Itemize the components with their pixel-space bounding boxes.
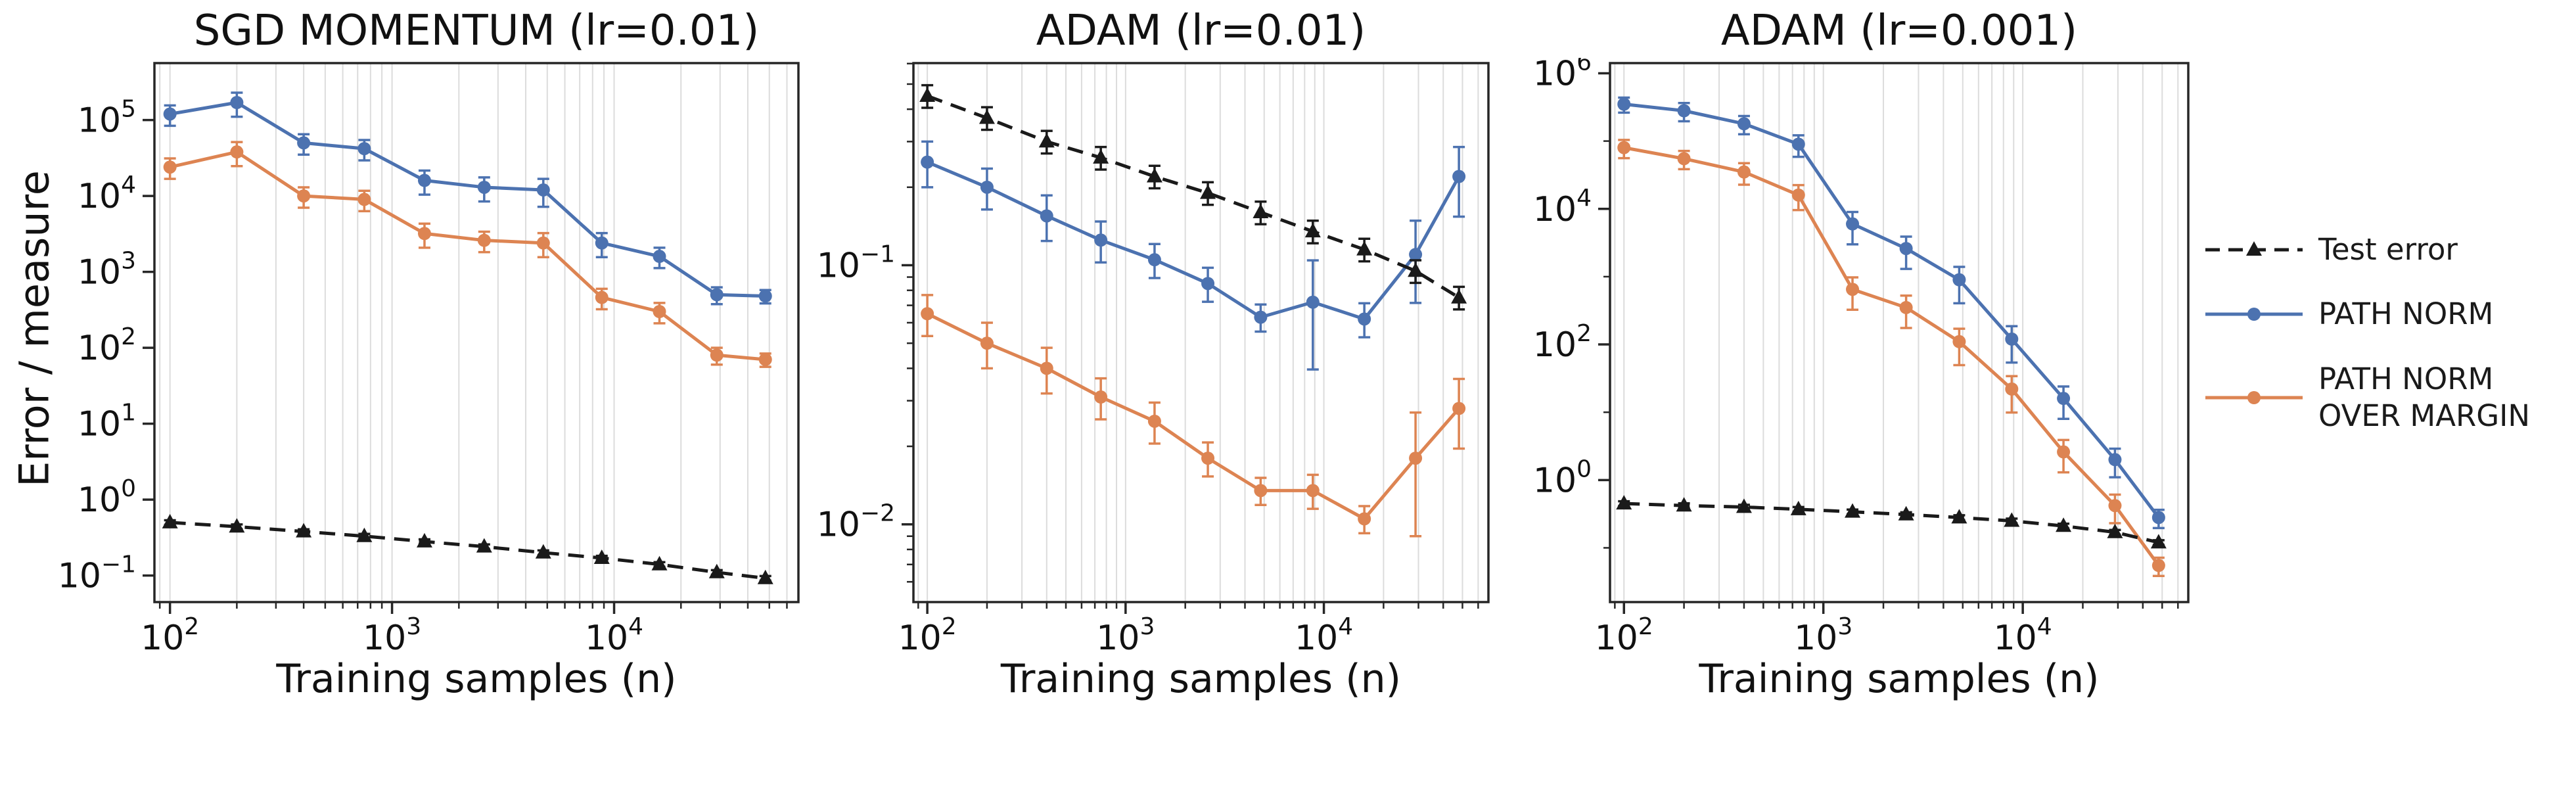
- x-axis-label: Training samples (n): [1699, 656, 2100, 702]
- svg-text:103: 103: [363, 613, 421, 656]
- path-norm-line-sample-icon: [2205, 308, 2303, 321]
- panel-sgd-momentum: SGD MOMENTUM (lr=0.01) 102 103 104 10−1 100 1…: [33, 4, 808, 702]
- svg-text:106: 106: [1533, 58, 1592, 93]
- svg-text:102: 102: [1595, 613, 1653, 656]
- chart-title-adam-lr-0-001: ADAM (lr=0.001): [1720, 7, 2078, 55]
- x-axis-label: Training samples (n): [276, 656, 677, 702]
- legend-item-test-error: Test error: [2201, 231, 2530, 268]
- svg-text:100: 100: [1533, 455, 1592, 500]
- chart-adam-lr-0-001: 102 103 104 100 102 104 106: [1533, 58, 2190, 656]
- svg-text:100: 100: [78, 475, 136, 520]
- svg-text:103: 103: [1096, 613, 1155, 656]
- panel-adam-lr-0-01: ADAM (lr=0.01) 102 103 104 10−1 10−2 Trainin…: [782, 4, 1498, 702]
- svg-text:102: 102: [78, 323, 136, 368]
- svg-text:104: 104: [78, 172, 136, 216]
- chart-title-adam-lr-0-01: ADAM (lr=0.01): [1036, 7, 1366, 55]
- legend-label-path-norm-over-margin: PATH NORM OVER MARGIN: [2318, 361, 2531, 433]
- legend: Test error PATH NORM PATH NORM OVER MARG…: [2201, 231, 2530, 434]
- panel-adam-lr-0-001: ADAM (lr=0.001) 102 103 104 100 102 104 106 Tr…: [1498, 4, 2198, 702]
- svg-text:104: 104: [1994, 613, 2052, 656]
- chart-title-sgd-momentum: SGD MOMENTUM (lr=0.01): [193, 7, 760, 55]
- test-error-line-sample-icon: [2205, 241, 2303, 256]
- svg-text:103: 103: [78, 248, 136, 292]
- chart-sgd-momentum: 102 103 104 10−1 100 101 102 103 104 105: [58, 62, 800, 656]
- svg-text:104: 104: [1533, 185, 1592, 229]
- svg-text:105: 105: [78, 96, 136, 141]
- legend-label-test-error: Test error: [2318, 232, 2458, 267]
- svg-text:104: 104: [585, 613, 643, 656]
- svg-text:103: 103: [1794, 613, 1852, 656]
- legend-label-path-norm: PATH NORM: [2318, 296, 2494, 332]
- chart-adam-lr-0-01: 102 103 104 10−1 10−2: [817, 62, 1490, 656]
- svg-text:10−1: 10−1: [58, 551, 136, 596]
- svg-text:10−1: 10−1: [817, 241, 895, 286]
- legend-item-path-norm: PATH NORM: [2201, 296, 2530, 333]
- legend-item-path-norm-over-margin: PATH NORM OVER MARGIN: [2201, 361, 2530, 435]
- path-norm-over-margin-line-sample-icon: [2205, 390, 2303, 404]
- svg-text:10−2: 10−2: [817, 500, 895, 545]
- x-axis-label: Training samples (n): [1000, 656, 1402, 702]
- svg-text:102: 102: [141, 613, 199, 656]
- svg-text:101: 101: [78, 400, 136, 444]
- svg-text:104: 104: [1295, 613, 1353, 656]
- svg-text:102: 102: [1533, 320, 1592, 365]
- svg-text:102: 102: [898, 613, 957, 656]
